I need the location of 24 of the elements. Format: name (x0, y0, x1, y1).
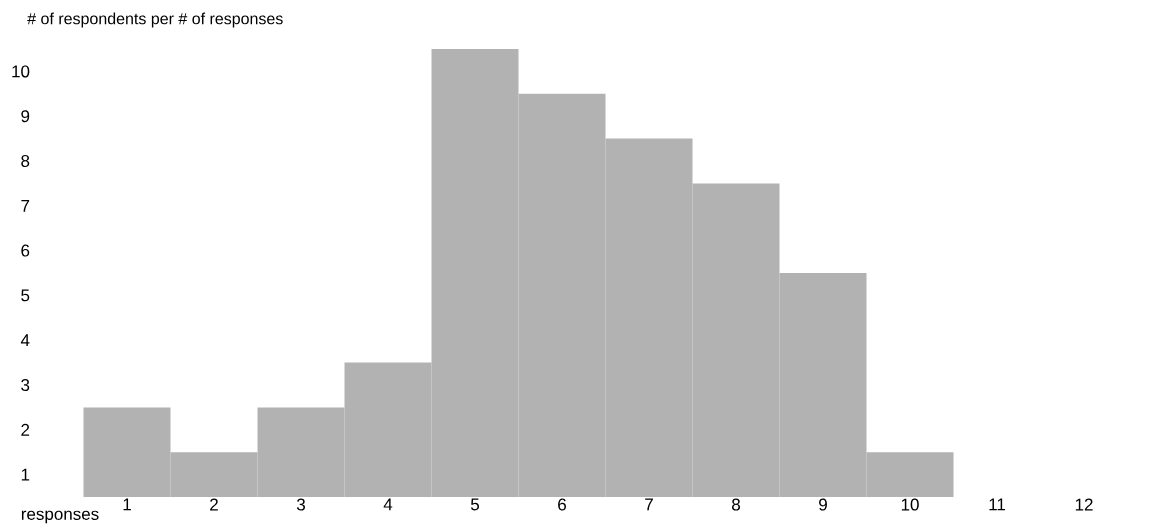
x-tick-label: 4 (383, 498, 393, 511)
x-tick-label: 11 (989, 498, 1005, 511)
x-tick-label: 8 (732, 498, 740, 511)
x-tick-label: 10 (901, 498, 919, 511)
y-tick-label: 2 (21, 423, 30, 436)
x-axis-title: responses (21, 510, 99, 524)
chart-title: # of respondents per # of responses (27, 12, 283, 28)
x-tick-label: 6 (558, 498, 566, 511)
x-tick-label: 7 (645, 498, 653, 511)
x-tick-label: 1 (123, 498, 131, 511)
y-tick-label: 9 (21, 110, 30, 123)
x-tick-label: 9 (819, 498, 827, 511)
y-tick-label: 10 (12, 65, 30, 78)
x-tick-label: 3 (296, 498, 305, 511)
y-tick-label: 3 (21, 378, 30, 392)
y-tick-label: 7 (21, 199, 30, 212)
y-tick-label: 4 (20, 334, 30, 347)
y-tick-label: 6 (21, 244, 30, 257)
y-tick-label: 5 (21, 289, 30, 302)
x-tick-label: 5 (470, 498, 480, 511)
y-tick-label: 1 (21, 468, 30, 481)
y-tick-label: 8 (21, 154, 30, 168)
x-tick-label: 12 (1075, 498, 1093, 511)
x-tick-label: 2 (210, 498, 218, 511)
